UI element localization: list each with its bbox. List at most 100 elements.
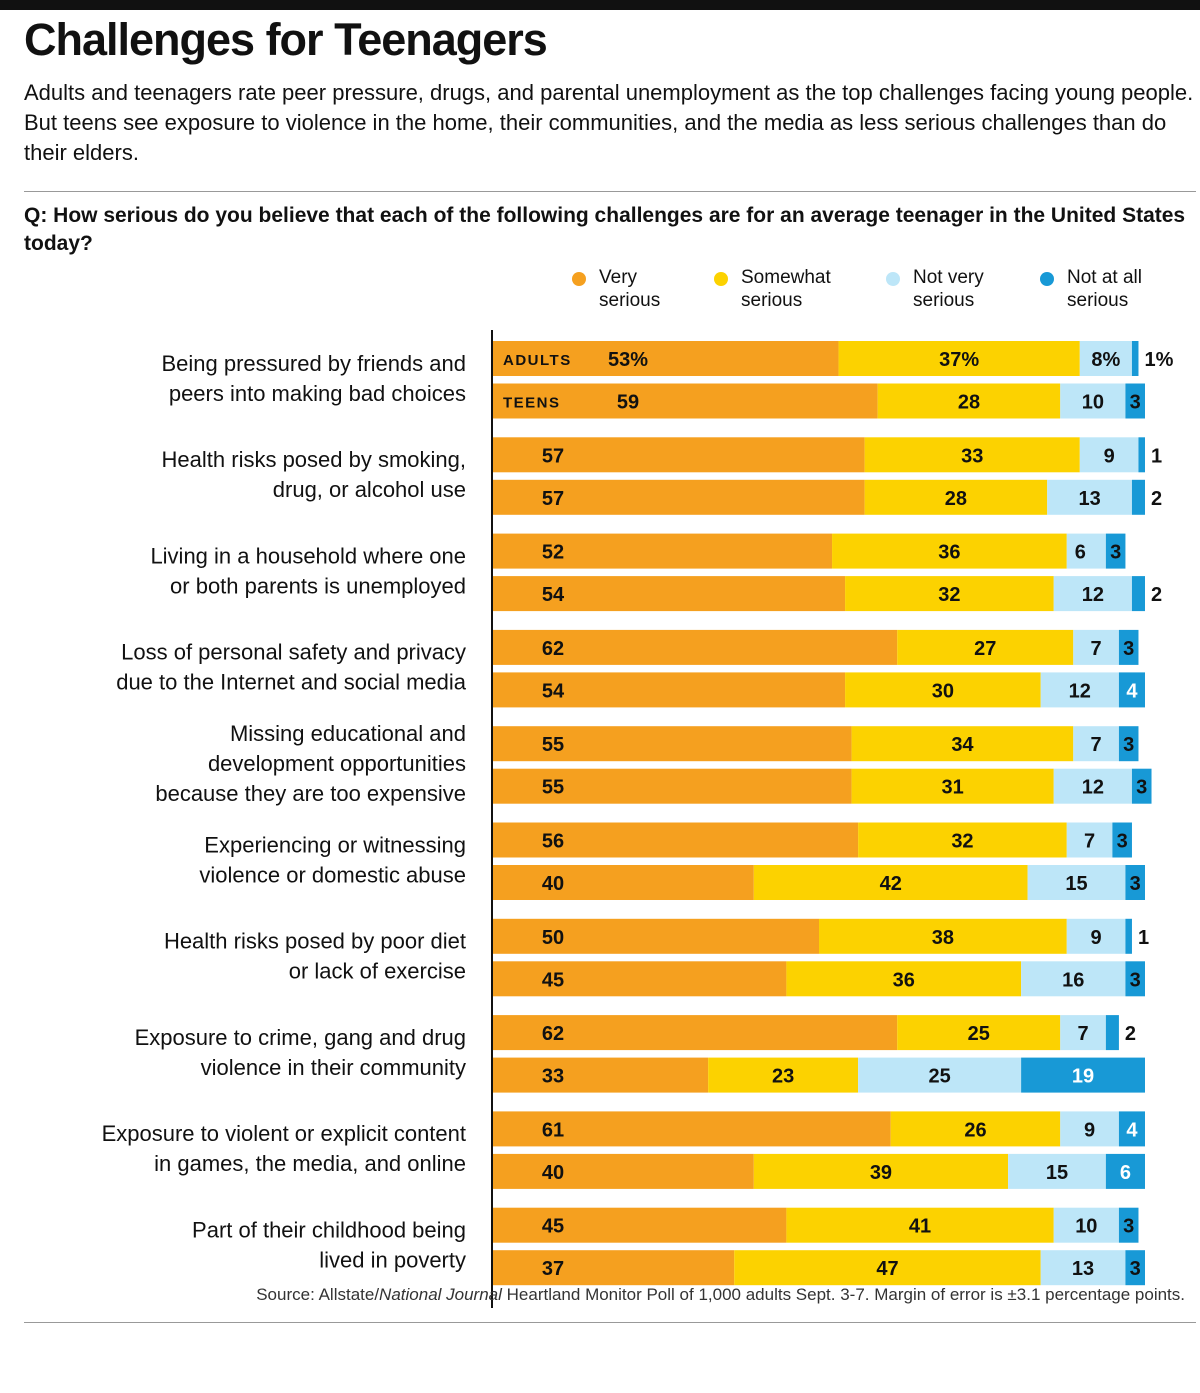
value-label-experiencing-or-witnessing-violence-or-d-adults-not-very-serious: 7 [1084,831,1095,853]
value-label-exposure-to-crime-gang-and-drug-violence-adults-somewhat-serious: 25 [968,1023,990,1045]
value-label-living-in-a-household-where-one-or-both--teens-not-very-serious: 12 [1082,584,1104,606]
bar-being-pressured-by-friends-and-peers-int-teens-not-at-all-serious [1125,383,1145,419]
value-label-health-risks-posed-by-poor-diet-or-lack--adults-not-very-serious: 9 [1091,927,1102,949]
top-bar [0,0,1200,10]
value-label-experiencing-or-witnessing-violence-or-d-teens-very-serious: 40 [542,873,564,895]
bar-part-of-their-childhood-being-lived-in-p-adults-not-very-serious [1053,1207,1119,1243]
value-label-exposure-to-crime-gang-and-drug-violence-teens-very-serious: 33 [542,1066,564,1088]
value-label-health-risks-posed-by-poor-diet-or-lack--teens-not-at-all-serious: 3 [1130,969,1141,991]
bar-health-risks-posed-by-poor-diet-or-lack--adults-very-serious [493,918,819,954]
bar-loss-of-personal-safety-and-privacy-due--teens-not-very-serious [1040,672,1119,708]
bar-health-risks-posed-by-smoking-drug-or-al-adults-very-serious [493,437,865,473]
value-label-missing-educational-and-development-oppo-teens-not-at-all-serious: 3 [1136,777,1147,799]
category-label-exposure-to-crime-gang-and-drug-violence-line-1: Exposure to crime, gang and drug [135,1025,466,1050]
category-label-missing-educational-and-development-oppo-line-2: development opportunities [208,751,466,776]
source-note: Source: Allstate/National Journal Heartl… [0,1285,1185,1305]
bar-exposure-to-crime-gang-and-drug-violence-adults-very-serious [493,1015,898,1051]
value-label-being-pressured-by-friends-and-peers-int-adults-not-very-serious: 8% [1091,349,1120,371]
row-label-adults: ADULTS [503,352,572,369]
category-label-health-risks-posed-by-poor-diet-or-lack--line-2: or lack of exercise [289,959,466,984]
value-label-health-risks-posed-by-smoking-drug-or-al-adults-very-serious: 57 [542,445,564,467]
value-label-part-of-their-childhood-being-lived-in-p-teens-not-very-serious: 13 [1072,1258,1094,1280]
value-label-being-pressured-by-friends-and-peers-int-teens-not-very-serious: 10 [1082,392,1104,414]
bar-health-risks-posed-by-smoking-drug-or-al-teens-not-at-all-serious [1131,479,1145,515]
value-label-exposure-to-violent-or-explicit-content--teens-very-serious: 40 [542,1162,564,1184]
bar-living-in-a-household-where-one-or-both--adults-very-serious [493,533,833,569]
bar-health-risks-posed-by-smoking-drug-or-al-adults-not-at-all-serious [1138,437,1145,473]
bar-experiencing-or-witnessing-violence-or-d-teens-very-serious [493,865,754,900]
value-label-exposure-to-violent-or-explicit-content--teens-somewhat-serious: 39 [870,1162,892,1184]
value-label-health-risks-posed-by-poor-diet-or-lack--adults-not-at-all-serious: 1 [1138,927,1149,949]
bar-being-pressured-by-friends-and-peers-int-adults-not-very-serious [1079,341,1132,376]
bar-loss-of-personal-safety-and-privacy-due--teens-very-serious [493,672,846,708]
bar-exposure-to-crime-gang-and-drug-violence-adults-somewhat-serious [897,1015,1061,1051]
legend-label-very-serious: Very serious [599,267,661,311]
value-label-part-of-their-childhood-being-lived-in-p-adults-not-at-all-serious: 3 [1123,1216,1134,1238]
legend-swatch-not-at-all-serious [1040,272,1054,286]
survey-question: Q: How serious do you believe that each … [24,204,1186,255]
chart-subtitle: Adults and teenagers rate peer pressure,… [24,80,1194,165]
value-label-health-risks-posed-by-poor-diet-or-lack--adults-very-serious: 50 [542,927,564,949]
divider-bottom [24,1322,1196,1323]
value-label-loss-of-personal-safety-and-privacy-due--adults-not-very-serious: 7 [1091,638,1102,660]
value-label-health-risks-posed-by-poor-diet-or-lack--teens-somewhat-serious: 36 [893,969,915,991]
bar-exposure-to-crime-gang-and-drug-violence-adults-not-at-all-serious [1105,1015,1119,1051]
bar-experiencing-or-witnessing-violence-or-d-teens-not-very-serious [1027,865,1126,900]
value-label-loss-of-personal-safety-and-privacy-due--teens-not-at-all-serious: 4 [1126,680,1138,702]
bar-experiencing-or-witnessing-violence-or-d-adults-not-at-all-serious [1112,822,1132,858]
bar-part-of-their-childhood-being-lived-in-p-teens-somewhat-serious [734,1250,1041,1286]
source-publication: National Journal [379,1285,502,1304]
category-label-being-pressured-by-friends-and-peers-int-line-2: peers into making bad choices [169,381,466,406]
legend-swatch-not-very-serious [886,272,900,286]
bar-part-of-their-childhood-being-lived-in-p-adults-not-at-all-serious [1118,1207,1139,1243]
value-label-exposure-to-crime-gang-and-drug-violence-teens-not-very-serious: 25 [928,1066,950,1088]
value-label-being-pressured-by-friends-and-peers-int-adults-very-serious: 53% [608,349,648,371]
bar-experiencing-or-witnessing-violence-or-d-teens-not-at-all-serious [1125,865,1145,900]
value-label-exposure-to-violent-or-explicit-content--teens-not-at-all-serious: 6 [1120,1162,1131,1184]
bar-part-of-their-childhood-being-lived-in-p-adults-very-serious [493,1207,787,1243]
bar-exposure-to-violent-or-explicit-content--adults-not-very-serious [1060,1111,1119,1147]
value-label-loss-of-personal-safety-and-privacy-due--adults-very-serious: 62 [542,638,564,660]
bar-living-in-a-household-where-one-or-both--adults-not-very-serious [1066,533,1106,569]
value-label-missing-educational-and-development-oppo-adults-somewhat-serious: 34 [951,734,974,756]
value-label-health-risks-posed-by-poor-diet-or-lack--teens-not-very-serious: 16 [1062,969,1084,991]
bar-being-pressured-by-friends-and-peers-int-adults-somewhat-serious [838,341,1080,376]
category-label-missing-educational-and-development-oppo-line-1: Missing educational and [230,721,466,746]
legend-label-not-very-serious: Not very serious [913,267,984,311]
bar-health-risks-posed-by-poor-diet-or-lack--teens-very-serious [493,961,787,997]
value-label-health-risks-posed-by-poor-diet-or-lack--adults-somewhat-serious: 38 [932,927,954,949]
value-label-living-in-a-household-where-one-or-both--adults-not-at-all-serious: 3 [1110,542,1121,564]
bar-part-of-their-childhood-being-lived-in-p-teens-not-very-serious [1040,1250,1126,1286]
bar-living-in-a-household-where-one-or-both--teens-somewhat-serious [845,576,1054,612]
value-label-experiencing-or-witnessing-violence-or-d-adults-not-at-all-serious: 3 [1117,831,1128,853]
legend: Very serious Somewhat serious Not very s… [0,266,1200,316]
value-label-missing-educational-and-development-oppo-adults-not-at-all-serious: 3 [1123,734,1134,756]
category-label-health-risks-posed-by-poor-diet-or-lack--line-1: Health risks posed by poor diet [164,929,466,954]
value-label-exposure-to-violent-or-explicit-content--adults-not-at-all-serious: 4 [1126,1119,1138,1141]
value-label-exposure-to-crime-gang-and-drug-violence-adults-not-very-serious: 7 [1077,1023,1088,1045]
bar-exposure-to-crime-gang-and-drug-violence-teens-somewhat-serious [708,1057,859,1093]
bar-missing-educational-and-development-oppo-teens-somewhat-serious [851,768,1054,804]
bar-exposure-to-violent-or-explicit-content--adults-very-serious [493,1111,891,1147]
bar-exposure-to-crime-gang-and-drug-violence-teens-not-at-all-serious [1021,1057,1145,1093]
bar-health-risks-posed-by-poor-diet-or-lack--adults-somewhat-serious [819,918,1067,954]
bar-loss-of-personal-safety-and-privacy-due--adults-not-very-serious [1073,629,1119,665]
value-label-exposure-to-crime-gang-and-drug-violence-teens-not-at-all-serious: 19 [1072,1066,1094,1088]
bar-loss-of-personal-safety-and-privacy-due--adults-somewhat-serious [897,629,1074,665]
value-label-missing-educational-and-development-oppo-teens-somewhat-serious: 31 [942,777,964,799]
bar-health-risks-posed-by-poor-diet-or-lack--teens-somewhat-serious [786,961,1022,997]
value-label-experiencing-or-witnessing-violence-or-d-teens-not-at-all-serious: 3 [1130,873,1141,895]
category-label-health-risks-posed-by-smoking-drug-or-al-line-2: drug, or alcohol use [273,477,466,502]
value-label-exposure-to-crime-gang-and-drug-violence-adults-very-serious: 62 [542,1023,564,1045]
value-label-part-of-their-childhood-being-lived-in-p-teens-very-serious: 37 [542,1258,564,1280]
bar-missing-educational-and-development-oppo-adults-not-very-serious [1073,726,1119,762]
bar-being-pressured-by-friends-and-peers-int-adults-very-serious [493,341,839,376]
value-label-part-of-their-childhood-being-lived-in-p-teens-not-at-all-serious: 3 [1130,1258,1141,1280]
value-label-experiencing-or-witnessing-violence-or-d-adults-very-serious: 56 [542,831,564,853]
value-label-living-in-a-household-where-one-or-both--adults-very-serious: 52 [542,542,564,564]
category-label-part-of-their-childhood-being-lived-in-p-line-2: lived in poverty [319,1247,466,1272]
value-label-exposure-to-crime-gang-and-drug-violence-teens-somewhat-serious: 23 [772,1066,794,1088]
bar-exposure-to-violent-or-explicit-content--teens-not-at-all-serious [1105,1153,1145,1189]
value-label-living-in-a-household-where-one-or-both--teens-somewhat-serious: 32 [938,584,960,606]
